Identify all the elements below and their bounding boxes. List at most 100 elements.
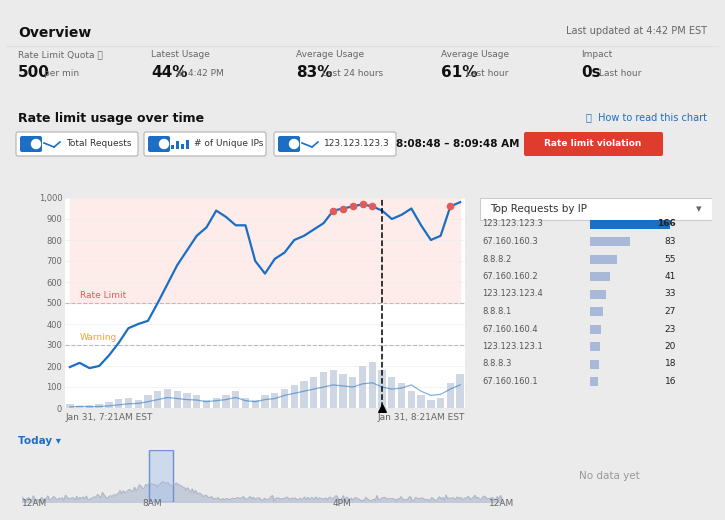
Bar: [590, 254, 616, 264]
Text: Latest Usage: Latest Usage: [151, 50, 210, 59]
Bar: [86, 405, 93, 408]
Bar: [398, 383, 405, 408]
Text: 123.123.123.3: 123.123.123.3: [324, 139, 390, 149]
FancyBboxPatch shape: [144, 132, 266, 156]
Bar: [175, 141, 178, 149]
Text: 18: 18: [665, 359, 676, 369]
Text: 23: 23: [665, 324, 676, 333]
Text: 12AM: 12AM: [22, 499, 47, 508]
Text: 67.160.160.3: 67.160.160.3: [482, 237, 538, 246]
Bar: [590, 359, 599, 369]
Bar: [281, 389, 288, 408]
Bar: [590, 272, 610, 281]
Bar: [407, 391, 415, 408]
Text: Today ▾: Today ▾: [18, 436, 61, 446]
Text: 67.160.160.2: 67.160.160.2: [482, 272, 538, 281]
Text: 8.8.8.3: 8.8.8.3: [482, 359, 511, 369]
Point: [376, 404, 388, 412]
Bar: [368, 362, 376, 408]
Bar: [418, 395, 425, 408]
Bar: [154, 391, 162, 408]
Bar: [115, 398, 123, 408]
Bar: [76, 406, 83, 408]
Bar: [447, 383, 454, 408]
Bar: [125, 397, 132, 408]
Bar: [359, 366, 366, 408]
Bar: [144, 395, 152, 408]
Circle shape: [289, 139, 299, 149]
Circle shape: [31, 139, 41, 149]
Text: ⓘ  How to read this chart: ⓘ How to read this chart: [586, 112, 707, 122]
Bar: [590, 219, 670, 228]
FancyBboxPatch shape: [16, 132, 138, 156]
Text: 20: 20: [665, 342, 676, 351]
Circle shape: [160, 139, 168, 149]
Bar: [96, 404, 103, 408]
Text: 67.160.160.4: 67.160.160.4: [482, 324, 538, 333]
Bar: [66, 404, 73, 408]
Bar: [135, 399, 142, 408]
Bar: [173, 391, 181, 408]
Bar: [242, 397, 249, 408]
Text: 61%: 61%: [441, 65, 478, 80]
FancyBboxPatch shape: [524, 132, 663, 156]
Text: 83%: 83%: [296, 65, 333, 80]
Text: 500: 500: [18, 65, 50, 80]
Text: 166: 166: [658, 219, 676, 228]
Bar: [181, 144, 183, 149]
Bar: [590, 377, 597, 386]
Text: 55: 55: [665, 254, 676, 264]
Bar: [149, 450, 173, 502]
Point: [347, 202, 359, 211]
Text: 33: 33: [665, 290, 676, 298]
Bar: [330, 370, 337, 408]
Bar: [212, 397, 220, 408]
Text: Top Requests by IP: Top Requests by IP: [490, 204, 587, 214]
Bar: [291, 385, 298, 408]
Bar: [427, 399, 434, 408]
Text: Overview: Overview: [18, 26, 91, 40]
Text: 123.123.123.3: 123.123.123.3: [482, 219, 543, 228]
Text: per min: per min: [44, 69, 78, 78]
Text: at 4:42 PM: at 4:42 PM: [176, 69, 224, 78]
Text: Warning: Warning: [80, 333, 117, 343]
Text: 16: 16: [665, 377, 676, 386]
Bar: [339, 374, 347, 408]
FancyBboxPatch shape: [480, 198, 712, 220]
Point: [367, 202, 378, 211]
Text: # of Unique IPs: # of Unique IPs: [194, 139, 263, 149]
Text: 83: 83: [665, 237, 676, 246]
Point: [328, 206, 339, 215]
Text: No data yet: No data yet: [579, 471, 640, 481]
Bar: [105, 401, 112, 408]
Bar: [261, 395, 269, 408]
Bar: [149, 450, 173, 502]
Bar: [193, 395, 200, 408]
Text: 8.8.8.1: 8.8.8.1: [482, 307, 511, 316]
Point: [337, 204, 349, 213]
Bar: [388, 376, 396, 408]
Text: 123.123.123.4: 123.123.123.4: [482, 290, 543, 298]
Text: 12AM: 12AM: [489, 499, 515, 508]
FancyBboxPatch shape: [20, 136, 42, 152]
Text: Average Usage: Average Usage: [296, 50, 364, 59]
Text: Rate Limit: Rate Limit: [80, 292, 126, 301]
Bar: [437, 397, 444, 408]
Bar: [164, 389, 171, 408]
Text: Rate limit usage over time: Rate limit usage over time: [18, 112, 204, 125]
Text: Last hour: Last hour: [599, 69, 642, 78]
Bar: [320, 372, 327, 408]
Bar: [590, 290, 606, 298]
Text: 0s: 0s: [581, 65, 600, 80]
Text: 41: 41: [665, 272, 676, 281]
Text: 44%: 44%: [151, 65, 188, 80]
Bar: [590, 237, 630, 246]
Text: Rate Limit Quota ⓘ: Rate Limit Quota ⓘ: [18, 50, 103, 59]
Text: 8.8.8.2: 8.8.8.2: [482, 254, 511, 264]
Text: 67.160.160.1: 67.160.160.1: [482, 377, 538, 386]
Bar: [349, 376, 357, 408]
Bar: [183, 393, 191, 408]
Text: 123.123.123.1: 123.123.123.1: [482, 342, 543, 351]
Text: Jan 31, 7:21AM EST: Jan 31, 7:21AM EST: [65, 413, 152, 422]
FancyBboxPatch shape: [148, 136, 170, 152]
